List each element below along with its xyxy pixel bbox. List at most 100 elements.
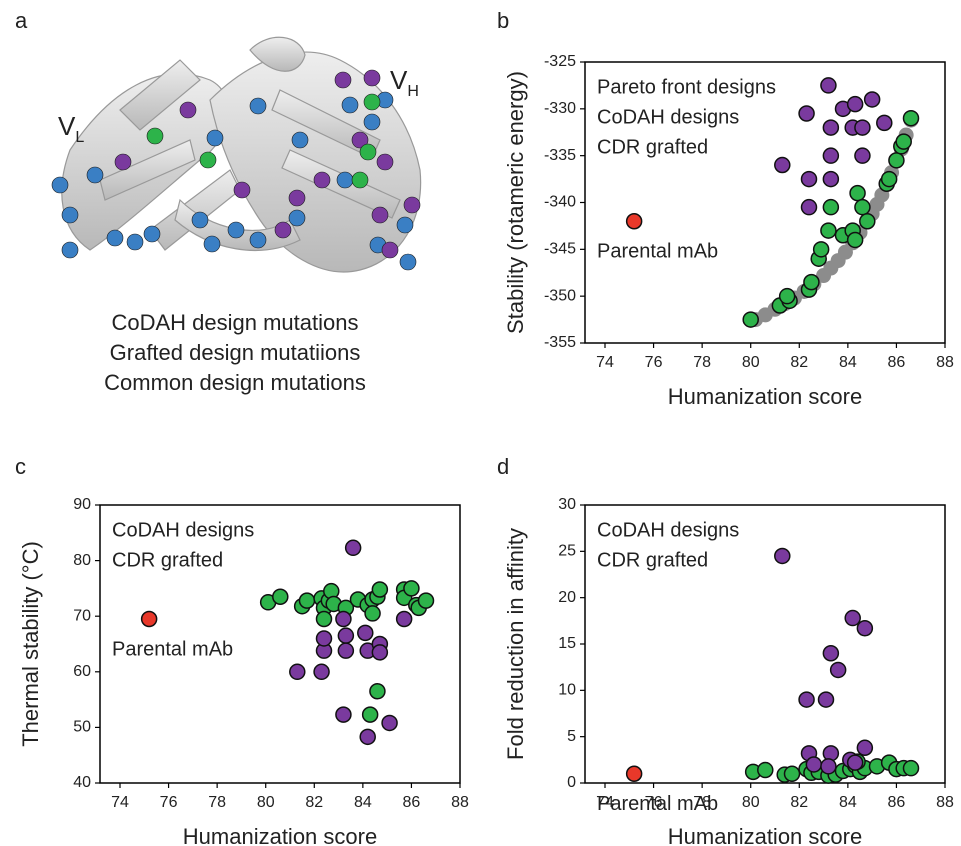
mutation-sphere: [191, 211, 209, 229]
mutation-sphere: [363, 113, 381, 131]
point-annotation: Parental mAb: [597, 793, 718, 815]
point: [371, 581, 389, 598]
mutation-sphere: [179, 101, 197, 119]
point: [822, 119, 840, 136]
x-tick-label: 82: [790, 794, 808, 811]
mutation-sphere: [233, 181, 251, 199]
y-tick-label: 20: [558, 589, 576, 606]
point: [289, 663, 306, 681]
legend-entry: Pareto front designs: [597, 76, 776, 98]
point: [371, 644, 389, 661]
x-tick-label: 78: [693, 794, 711, 811]
x-tick-label: 84: [839, 354, 857, 371]
point: [381, 714, 398, 732]
mutation-sphere: [114, 153, 132, 171]
point-annotation: Parental mAb: [597, 241, 718, 263]
point: [856, 619, 874, 637]
legend-entry: CDR grafted: [112, 549, 223, 571]
y-tick-label: 60: [73, 663, 91, 680]
x-tick-label: 86: [888, 354, 906, 371]
x-tick-label: 76: [645, 794, 663, 811]
y-tick-label: 5: [567, 728, 576, 745]
chart: d 0 5 10 15 20 25 30 74 76 78 80 82 84 86 88 Humanizatio…: [497, 454, 954, 846]
point: [798, 105, 815, 122]
point: [880, 170, 898, 188]
point: [357, 624, 374, 642]
y-tick-label: -355: [544, 334, 576, 351]
legend-entry: CDR grafted: [597, 549, 708, 571]
plot-frame: [584, 61, 946, 344]
panel-label: b: [497, 8, 509, 33]
y-tick-label: -350: [544, 287, 576, 304]
point: [313, 663, 330, 681]
point: [417, 592, 435, 609]
point: [800, 198, 818, 216]
y-tick-label: -345: [544, 241, 576, 258]
panel-label: d: [497, 454, 509, 479]
point: [369, 683, 386, 700]
point: [798, 691, 815, 708]
mutation-sphere: [341, 96, 359, 114]
point: [335, 706, 352, 723]
mutation-sphere: [363, 69, 381, 87]
mutation-sphere: [86, 166, 104, 184]
structure-legend-item: CoDAH design mutations: [111, 310, 358, 335]
vl-sub: L: [75, 129, 84, 146]
mutation-sphere: [61, 241, 79, 259]
point: [337, 642, 355, 659]
mutation-sphere: [61, 206, 79, 224]
vl-label: VL: [58, 111, 84, 146]
x-tick-label: 88: [451, 794, 469, 811]
mutation-sphere: [51, 176, 69, 194]
point: [849, 184, 866, 202]
point: [805, 756, 823, 773]
plot-frame: [99, 504, 461, 784]
y-axis-label: Fold reduction in affinity: [503, 528, 528, 760]
x-tick-label: 82: [305, 794, 323, 811]
point: [846, 95, 864, 113]
x-tick-label: 86: [403, 794, 421, 811]
mutation-sphere: [291, 131, 309, 149]
point: [140, 610, 158, 628]
mutation-sphere: [359, 143, 377, 161]
chart: b -355 -350 -345 -340 -335 -330 -325 74 76 78 80 82 8…: [497, 8, 954, 409]
point: [315, 630, 333, 647]
x-tick-label: 84: [839, 794, 857, 811]
mutation-sphere: [206, 129, 224, 147]
point: [856, 739, 874, 757]
x-tick-label: 76: [645, 354, 663, 371]
y-tick-label: 10: [558, 682, 576, 699]
vl-main: V: [58, 111, 76, 141]
point: [876, 114, 893, 132]
point: [778, 287, 796, 305]
point: [822, 147, 840, 164]
point: [820, 222, 837, 239]
x-tick-label: 76: [160, 794, 178, 811]
point: [625, 212, 643, 230]
point: [812, 241, 830, 258]
y-tick-label: -335: [544, 147, 576, 164]
point: [854, 147, 871, 164]
panel-label: c: [15, 454, 26, 479]
point: [774, 547, 791, 565]
y-tick-label: 0: [567, 774, 576, 791]
mutation-sphere: [249, 231, 267, 249]
x-tick-label: 88: [936, 354, 954, 371]
point: [902, 759, 920, 777]
point: [863, 91, 881, 108]
mutation-sphere: [203, 235, 221, 253]
y-tick-label: 50: [73, 719, 91, 736]
x-tick-label: 74: [111, 794, 129, 811]
x-tick-label: 86: [888, 794, 906, 811]
legend-entry: CoDAH designs: [112, 519, 254, 541]
point: [364, 605, 381, 622]
y-tick-label: 80: [73, 552, 91, 569]
mutation-sphere: [399, 253, 417, 271]
vh-label: VH: [390, 65, 419, 100]
point: [800, 170, 818, 188]
y-tick-label: -325: [544, 53, 576, 70]
mutation-sphere: [146, 127, 164, 145]
mutation-sphere: [199, 151, 217, 169]
